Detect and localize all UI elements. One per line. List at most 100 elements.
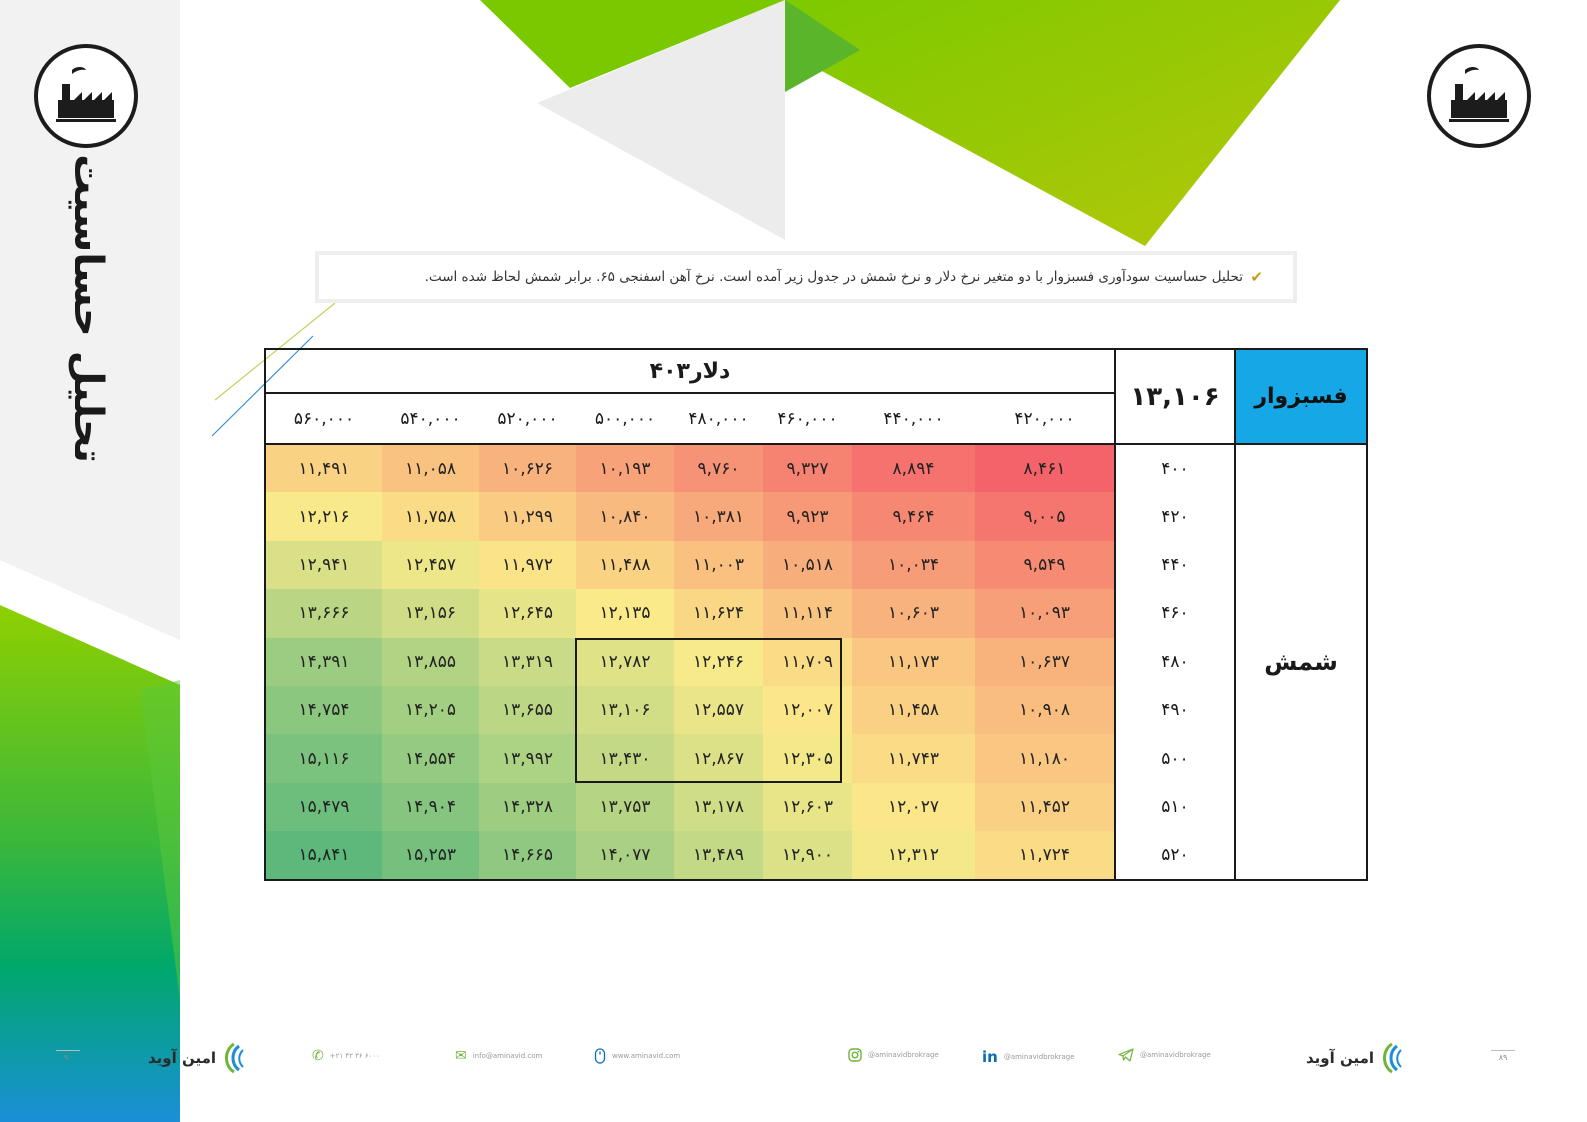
sensitivity-cell: ۱۵,۲۵۳ <box>382 831 479 881</box>
company-name-header: فسبزوار <box>1234 348 1368 445</box>
sensitivity-cell: ۱۱,۷۵۸ <box>382 492 479 541</box>
sensitivity-cell: ۱۳,۶۵۵ <box>479 685 576 735</box>
footer-instagram[interactable]: @aminavidbrokrage <box>848 1048 939 1062</box>
factory-icon <box>1449 67 1509 122</box>
sidebar: تحلیل حساسیت <box>0 0 180 1122</box>
sensitivity-cell: ۱۳,۱۵۶ <box>382 589 479 638</box>
dollar-column-header: ۵۶۰,۰۰۰ <box>264 393 382 445</box>
email-address: info@aminavid.com <box>472 1052 543 1060</box>
sensitivity-cell: ۱۵,۱۱۶ <box>264 734 382 783</box>
sensitivity-cell: ۱۱,۱۱۴ <box>763 589 852 638</box>
sensitivity-cell: ۹,۵۴۹ <box>975 540 1115 590</box>
sensitivity-cell: ۱۳,۶۶۶ <box>264 589 382 638</box>
sensitivity-cell: ۱۱,۴۵۸ <box>852 685 975 735</box>
brand-logo-right[interactable]: امین آوید <box>1306 1042 1404 1074</box>
header-row-columns: ۵۶۰,۰۰۰ ۵۴۰,۰۰۰ ۵۲۰,۰۰۰ ۵۰۰,۰۰۰ ۴۸۰,۰۰۰ ۴۶۰,۰… <box>264 393 1367 445</box>
sensitivity-cell: ۱۱,۶۲۴ <box>674 589 763 638</box>
sensitivity-cell: ۱۰,۸۴۰ <box>576 492 674 541</box>
sensitivity-cell: ۱۱,۹۷۲ <box>479 540 576 590</box>
dollar-column-header: ۵۰۰,۰۰۰ <box>576 393 674 445</box>
sensitivity-cell: ۱۱,۴۸۸ <box>576 540 674 590</box>
sensitivity-cell: ۱۲,۹۰۰ <box>763 831 852 881</box>
sensitivity-cell: ۱۲,۵۵۷ <box>674 685 763 735</box>
top-decor <box>211 0 1340 437</box>
dollar-column-header: ۵۲۰,۰۰۰ <box>479 393 576 445</box>
sensitivity-cell: ۱۳,۹۹۲ <box>479 734 576 783</box>
footer-email[interactable]: ✉ info@aminavid.com <box>455 1048 542 1064</box>
ingot-rate-label: ۴۰۰ <box>1114 444 1236 493</box>
sensitivity-cell: ۹,۹۲۳ <box>763 492 852 541</box>
sensitivity-cell: ۱۴,۵۵۴ <box>382 734 479 783</box>
sensitivity-cell: ۱۱,۲۹۹ <box>479 492 576 541</box>
page-number-left: ۹۰ <box>56 1050 80 1062</box>
sensitivity-cell: ۱۱,۱۸۰ <box>975 734 1115 783</box>
sensitivity-cell: ۱۳,۴۸۹ <box>674 831 763 881</box>
footer: ۹۰ امین آوید ✆ +۲۱ ۴۲ ۳۶ ۶۰۰۰ ✉ info@ami… <box>0 1036 1587 1086</box>
website-url: www.aminavid.com <box>612 1052 681 1060</box>
table-row: ۱۴,۳۹۱ ۱۳,۸۵۵ ۱۳,۳۱۹ ۱۲,۷۸۲ ۱۲,۲۴۶ ۱۱,۷۰۹ ۱۱,۱… <box>264 637 1367 686</box>
table-row: ۱۳,۶۶۶ ۱۳,۱۵۶ ۱۲,۶۴۵ ۱۲,۱۳۵ ۱۱,۶۲۴ ۱۱,۱۱۴ ۱۰,۶… <box>264 589 1367 638</box>
sensitivity-cell: ۱۲,۲۴۶ <box>674 637 763 686</box>
sensitivity-table: دلار۴۰۳ ۱۳,۱۰۶ فسبزوار ۵۶۰,۰۰۰ ۵۴۰,۰۰۰ ۵۲۰,۰۰… <box>264 348 1368 881</box>
ingot-rate-label: ۴۴۰ <box>1114 540 1236 590</box>
factory-emblem-left <box>34 44 138 148</box>
sensitivity-cell: ۸,۸۹۴ <box>852 444 975 493</box>
intro-text: تحلیل حساسیت سودآوری فسبزوار با دو متغیر… <box>424 269 1243 285</box>
sensitivity-cell: ۱۲,۰۰۷ <box>763 685 852 735</box>
sensitivity-cell: ۱۲,۸۶۷ <box>674 734 763 783</box>
header-row-dollar: دلار۴۰۳ ۱۳,۱۰۶ فسبزوار <box>264 348 1368 445</box>
table-row: ۱۴,۷۵۴ ۱۴,۲۰۵ ۱۳,۶۵۵ ۱۳,۱۰۶ ۱۲,۵۵۷ ۱۲,۰۰۷ ۱۱,۴… <box>264 685 1367 735</box>
sensitivity-cell: ۱۱,۱۷۳ <box>852 637 975 686</box>
factory-icon <box>56 67 116 122</box>
sensitivity-cell: ۱۰,۶۲۶ <box>479 444 576 493</box>
sensitivity-cell: ۱۲,۶۴۵ <box>479 589 576 638</box>
footer-website[interactable]: www.aminavid.com <box>594 1048 680 1064</box>
sensitivity-cell: ۱۲,۳۰۵ <box>763 734 852 783</box>
sensitivity-cell: ۱۰,۶۳۷ <box>975 637 1115 686</box>
table-row: ۱۲,۲۱۶ ۱۱,۷۵۸ ۱۱,۲۹۹ ۱۰,۸۴۰ ۱۰,۳۸۱ ۹,۹۲۳ ۹,۴۶۴… <box>264 492 1367 541</box>
footer-linkedin[interactable]: in @aminavidbrokrage <box>982 1048 1075 1066</box>
sensitivity-cell: ۹,۳۲۷ <box>763 444 852 493</box>
brand-logo-icon <box>225 1042 244 1074</box>
brand-logo-left[interactable]: امین آوید <box>148 1042 246 1074</box>
sensitivity-cell: ۱۴,۰۷۷ <box>576 831 674 881</box>
intro-box: ✔ تحلیل حساسیت سودآوری فسبزوار با دو متغ… <box>315 251 1297 303</box>
sensitivity-cell: ۹,۰۰۵ <box>975 492 1115 541</box>
sensitivity-cell: ۱۰,۰۳۴ <box>852 540 975 590</box>
footer-telegram[interactable]: @aminavidbrokrage <box>1118 1048 1211 1062</box>
sensitivity-cell: ۱۵,۸۴۱ <box>264 831 382 881</box>
table-row: ۱۵,۸۴۱ ۱۵,۲۵۳ ۱۴,۶۶۵ ۱۴,۰۷۷ ۱۳,۴۸۹ ۱۲,۹۰۰ ۱۲,۳… <box>264 831 1367 881</box>
base-case-value: ۱۳,۱۰۶ <box>1114 348 1236 445</box>
sensitivity-cell: ۱۴,۳۲۸ <box>479 782 576 832</box>
dollar-column-header: ۴۴۰,۰۰۰ <box>852 393 975 445</box>
sensitivity-cell: ۱۱,۷۲۴ <box>975 831 1115 881</box>
dollar-column-header: ۴۲۰,۰۰۰ <box>975 393 1115 445</box>
dollar-column-header: ۴۸۰,۰۰۰ <box>674 393 763 445</box>
sensitivity-cell: ۱۲,۷۸۲ <box>576 637 674 686</box>
dollar-rate-header: دلار۴۰۳ <box>264 348 1115 394</box>
sensitivity-cell: ۱۱,۷۴۳ <box>852 734 975 783</box>
phone-number: +۲۱ ۴۲ ۳۶ ۶۰۰۰ <box>329 1052 380 1060</box>
sensitivity-cell: ۱۰,۰۹۳ <box>975 589 1115 638</box>
ingot-rate-label: ۵۰۰ <box>1114 734 1236 783</box>
sensitivity-cell: ۱۲,۱۳۵ <box>576 589 674 638</box>
sensitivity-cell: ۱۱,۰۵۸ <box>382 444 479 493</box>
sensitivity-cell: ۱۴,۳۹۱ <box>264 637 382 686</box>
checkmark-icon: ✔ <box>1250 268 1263 286</box>
sensitivity-cell: ۱۲,۶۰۳ <box>763 782 852 832</box>
sensitivity-cell: ۹,۴۶۴ <box>852 492 975 541</box>
instagram-handle: @aminavidbrokrage <box>868 1051 939 1059</box>
sensitivity-cell: ۱۴,۷۵۴ <box>264 685 382 735</box>
ingot-rate-label: ۴۶۰ <box>1114 589 1236 638</box>
sensitivity-cell: ۱۰,۹۰۸ <box>975 685 1115 735</box>
sensitivity-cell: ۱۱,۴۵۲ <box>975 782 1115 832</box>
footer-phone[interactable]: ✆ +۲۱ ۴۲ ۳۶ ۶۰۰۰ <box>312 1048 380 1064</box>
sensitivity-cell: ۱۴,۶۶۵ <box>479 831 576 881</box>
sensitivity-cell: ۱۱,۰۰۳ <box>674 540 763 590</box>
sensitivity-cell: ۱۰,۵۱۸ <box>763 540 852 590</box>
table-body: دلار۴۰۳ ۱۳,۱۰۶ فسبزوار ۵۶۰,۰۰۰ ۵۴۰,۰۰۰ ۵۲۰,۰۰… <box>264 348 1368 881</box>
sensitivity-cell: ۱۲,۹۴۱ <box>264 540 382 590</box>
sensitivity-cell: ۹,۷۶۰ <box>674 444 763 493</box>
sensitivity-cell: ۱۲,۴۵۷ <box>382 540 479 590</box>
sensitivity-cell: ۱۰,۱۹۳ <box>576 444 674 493</box>
